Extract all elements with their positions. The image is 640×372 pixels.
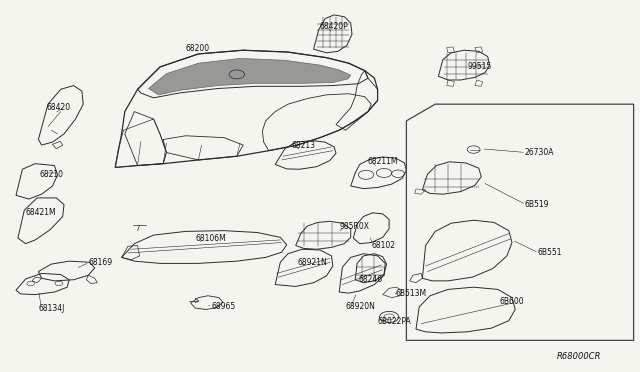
Text: 6B513M: 6B513M	[396, 289, 427, 298]
Text: 68246: 68246	[358, 275, 383, 283]
Text: 68920N: 68920N	[346, 302, 376, 311]
Text: 68421M: 68421M	[26, 208, 56, 217]
Text: 68965: 68965	[211, 302, 236, 311]
Text: 68169: 68169	[88, 258, 113, 267]
Text: 68210: 68210	[40, 170, 64, 179]
Text: 6B600: 6B600	[499, 297, 524, 306]
Text: 68420: 68420	[47, 103, 71, 112]
Text: 68921N: 68921N	[298, 258, 327, 267]
Text: 6B022PA: 6B022PA	[378, 317, 412, 326]
Text: 26730A: 26730A	[525, 148, 554, 157]
Text: 68200: 68200	[186, 44, 210, 53]
Text: 68134J: 68134J	[38, 304, 65, 313]
Text: 6B551: 6B551	[538, 248, 562, 257]
Text: 68211M: 68211M	[368, 157, 399, 166]
Text: 6B519: 6B519	[525, 200, 549, 209]
Text: 68102: 68102	[371, 241, 396, 250]
Text: R68000CR: R68000CR	[557, 352, 602, 361]
Text: 68420P: 68420P	[320, 22, 349, 31]
Text: 985R0X: 985R0X	[339, 222, 369, 231]
Text: 68213: 68213	[291, 141, 315, 150]
Text: 68106M: 68106M	[195, 234, 226, 243]
Polygon shape	[148, 58, 351, 95]
Text: 99515: 99515	[467, 62, 492, 71]
